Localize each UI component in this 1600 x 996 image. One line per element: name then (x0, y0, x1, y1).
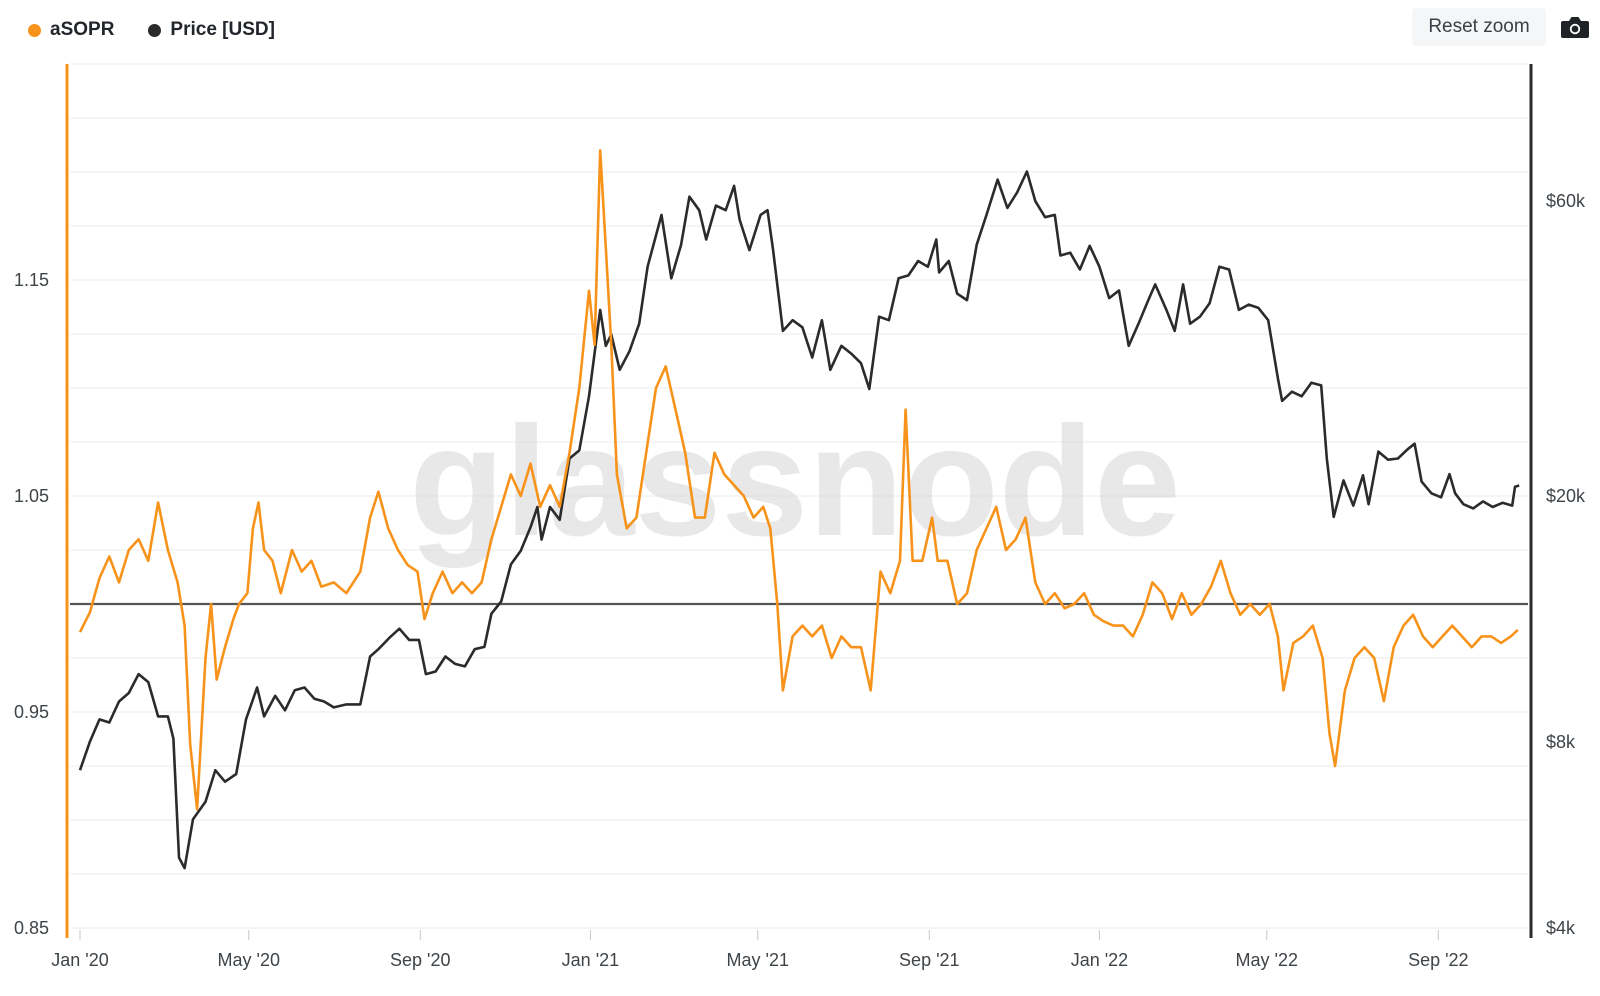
legend-item-price[interactable]: Price [USD] (148, 19, 275, 41)
right-axis-tick-label: $8k (1546, 732, 1576, 752)
legend-label-asopr: aSOPR (50, 19, 115, 40)
reset-zoom-button[interactable]: Reset zoom (1412, 8, 1546, 46)
x-axis-tick-label: Sep '20 (390, 950, 451, 970)
left-axis-tick-label: 1.15 (14, 270, 49, 290)
left-axis-tick-label: 1.05 (14, 486, 49, 506)
x-axis-tick-label: Jan '21 (562, 950, 619, 970)
x-axis-tick-label: Jan '22 (1071, 950, 1128, 970)
series-line-asopr[interactable] (78, 149, 1519, 811)
watermark: glassnode (409, 395, 1181, 569)
x-axis-tick-label: Sep '21 (899, 950, 960, 970)
legend-dot-asopr (28, 23, 41, 37)
x-axis-ticks: Jan '20 May '20 Sep '20 Jan '21 May '21 Sep '… (51, 930, 1469, 970)
x-axis-tick-label: May '20 (218, 950, 280, 970)
right-axis-ticks: $4k $8k $20k $60k (1546, 191, 1586, 938)
camera-icon[interactable] (1560, 13, 1590, 41)
legend-dot-price (148, 23, 162, 37)
chart-legend: aSOPR Price [USD] (28, 16, 275, 44)
series-line-price[interactable] (78, 170, 1520, 870)
legend-item-asopr[interactable]: aSOPR (28, 19, 114, 41)
series-group (78, 149, 1520, 870)
right-axis-tick-label: $20k (1546, 486, 1586, 506)
left-axis-tick-label: 0.85 (14, 918, 49, 938)
legend-label-price: Price [USD] (170, 19, 275, 40)
x-axis-tick-label: Sep '22 (1408, 950, 1469, 970)
left-axis-tick-label: 0.95 (14, 702, 49, 722)
x-axis-tick-label: Jan '20 (51, 950, 108, 970)
right-axis-tick-label: $60k (1546, 191, 1586, 211)
right-axis-tick-label: $4k (1546, 918, 1576, 938)
left-axis-ticks: 0.85 0.95 1.05 1.15 (14, 270, 49, 938)
x-axis-tick-label: May '22 (1236, 950, 1298, 970)
x-axis-tick-label: May '21 (727, 950, 789, 970)
